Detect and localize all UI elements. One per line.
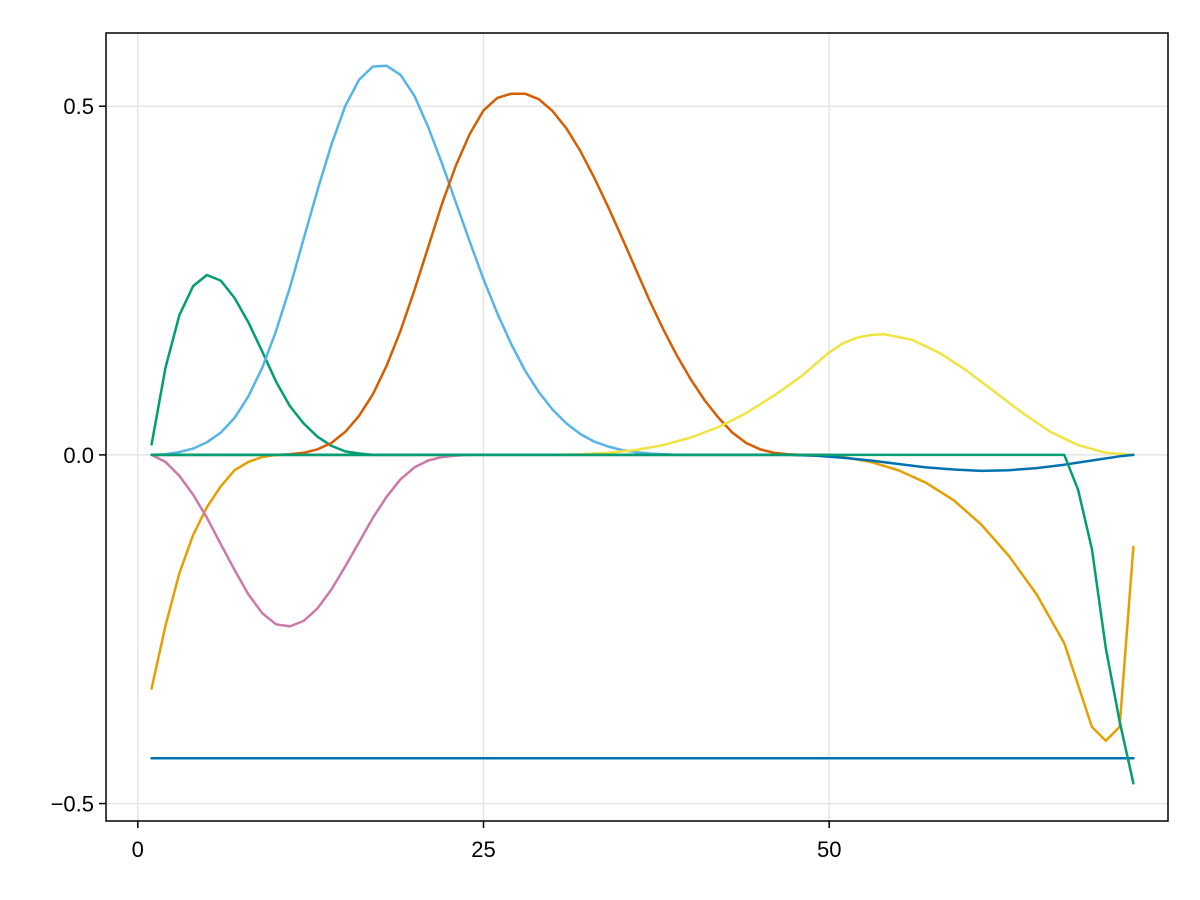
series-line-5 — [150, 92, 831, 457]
series-line-2 — [150, 273, 416, 457]
y-tick-label-0: −0.5 — [51, 792, 94, 817]
series-line-8 — [150, 453, 1135, 785]
series-line-7 — [150, 453, 1135, 473]
y-tick-label-1: 0.0 — [63, 443, 94, 468]
x-tick-label-0: 0 — [132, 837, 144, 862]
series-line-3 — [150, 453, 471, 628]
series-line-6 — [150, 333, 1135, 457]
x-tick-label-1: 25 — [471, 837, 495, 862]
y-tick-label-2: 0.5 — [63, 94, 94, 119]
y-axis-ticks: −0.5 0.0 0.5 — [51, 94, 106, 817]
plot-frame — [105, 32, 1169, 822]
x-tick-label-2: 50 — [817, 837, 841, 862]
series-group — [150, 64, 1135, 785]
x-axis-ticks: 0 25 50 — [132, 821, 841, 862]
